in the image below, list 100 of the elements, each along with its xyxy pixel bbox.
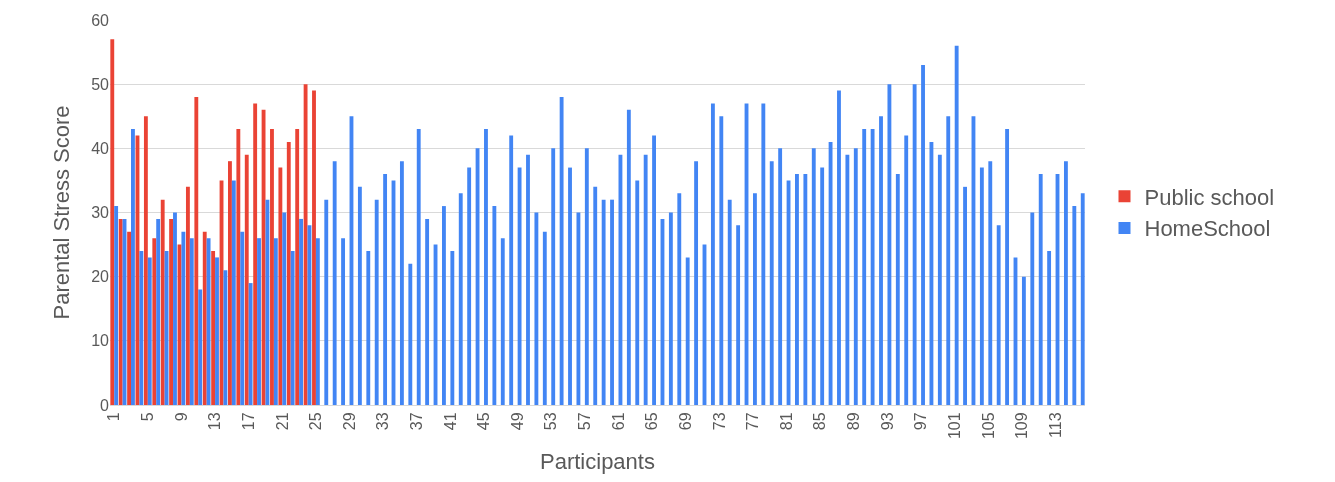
bar xyxy=(156,218,161,405)
bar xyxy=(921,64,925,405)
bar xyxy=(211,251,216,405)
bar xyxy=(332,161,337,405)
bar xyxy=(173,212,177,405)
bar xyxy=(236,129,241,405)
bar xyxy=(753,193,757,405)
bar xyxy=(685,257,690,405)
bar xyxy=(509,135,514,405)
bar xyxy=(303,84,308,405)
bar xyxy=(559,97,564,405)
bar xyxy=(517,167,522,405)
bar xyxy=(761,103,766,405)
x-tick-label: 85 xyxy=(811,412,829,431)
x-tick-label: 101 xyxy=(945,412,963,440)
bar xyxy=(357,186,362,405)
bar xyxy=(169,218,174,405)
bar xyxy=(963,186,967,405)
bar xyxy=(677,193,682,405)
x-tick-label: 17 xyxy=(239,412,257,431)
bar xyxy=(181,231,186,405)
x-tick-label: 109 xyxy=(1013,412,1031,440)
bar xyxy=(228,161,232,405)
bar xyxy=(954,45,959,405)
bar xyxy=(273,238,278,405)
bar xyxy=(110,39,115,405)
y-tick-label: 40 xyxy=(91,139,110,157)
bar xyxy=(312,90,316,405)
bar xyxy=(341,238,346,405)
bar xyxy=(576,212,581,405)
bar xyxy=(643,154,648,405)
x-tick-label: 69 xyxy=(676,412,694,431)
bar xyxy=(127,231,132,405)
bar xyxy=(610,199,614,405)
bar xyxy=(147,257,152,405)
bar xyxy=(278,167,283,405)
bar xyxy=(143,116,148,405)
bar xyxy=(374,199,379,405)
bar xyxy=(315,238,320,405)
bar xyxy=(282,212,287,405)
bar xyxy=(215,257,219,405)
bar xyxy=(626,109,631,405)
x-tick-label: 49 xyxy=(508,412,526,431)
bar xyxy=(450,251,455,405)
bar xyxy=(887,84,892,405)
x-tick-label: 13 xyxy=(206,412,224,431)
bar xyxy=(937,154,942,405)
bar xyxy=(118,218,123,405)
bar xyxy=(979,167,984,405)
bar xyxy=(244,154,249,405)
x-tick-label: 1 xyxy=(105,412,123,422)
x-tick-label: 53 xyxy=(542,412,560,431)
bar xyxy=(736,225,741,405)
x-tick-label: 41 xyxy=(441,412,459,431)
bar xyxy=(853,148,858,405)
x-tick-label: 89 xyxy=(845,412,863,431)
bar xyxy=(194,97,199,405)
bar xyxy=(467,167,472,405)
bar xyxy=(828,141,833,405)
bar xyxy=(164,251,169,405)
bar xyxy=(383,174,388,405)
bar xyxy=(568,167,572,405)
y-tick-label: 50 xyxy=(91,75,110,93)
bar xyxy=(1005,129,1010,405)
bar xyxy=(286,141,291,405)
bar xyxy=(912,84,917,405)
bar xyxy=(295,129,300,405)
bar xyxy=(484,129,488,405)
legend-label: Public school xyxy=(1144,184,1275,210)
x-tick-label: 29 xyxy=(340,412,358,431)
bar xyxy=(1072,206,1077,405)
bar xyxy=(635,180,640,405)
bar xyxy=(114,206,119,405)
bar xyxy=(795,174,799,405)
bar xyxy=(879,116,883,405)
x-tick-label: 73 xyxy=(710,412,728,431)
bar xyxy=(500,238,505,405)
bar xyxy=(778,148,783,405)
bar xyxy=(584,148,589,405)
bar xyxy=(601,199,606,405)
bar xyxy=(1047,251,1052,405)
x-tick-label: 105 xyxy=(979,412,997,440)
y-tick-label: 10 xyxy=(91,332,110,350)
bar xyxy=(837,90,841,405)
y-tick-label: 20 xyxy=(91,268,110,286)
y-axis-title: Parental Stress Score xyxy=(49,105,74,320)
legend-label: HomeSchool xyxy=(1144,216,1271,242)
bar xyxy=(131,129,135,405)
bar xyxy=(895,174,900,405)
bar xyxy=(988,161,993,405)
bar xyxy=(593,186,598,405)
bar xyxy=(727,199,732,405)
x-tick-label: 93 xyxy=(878,412,896,431)
bar xyxy=(270,129,274,405)
bar xyxy=(206,238,211,405)
bar xyxy=(694,161,699,405)
bar xyxy=(261,109,266,405)
bar xyxy=(202,231,207,405)
bar xyxy=(198,289,203,405)
x-tick-label: 61 xyxy=(609,412,627,431)
